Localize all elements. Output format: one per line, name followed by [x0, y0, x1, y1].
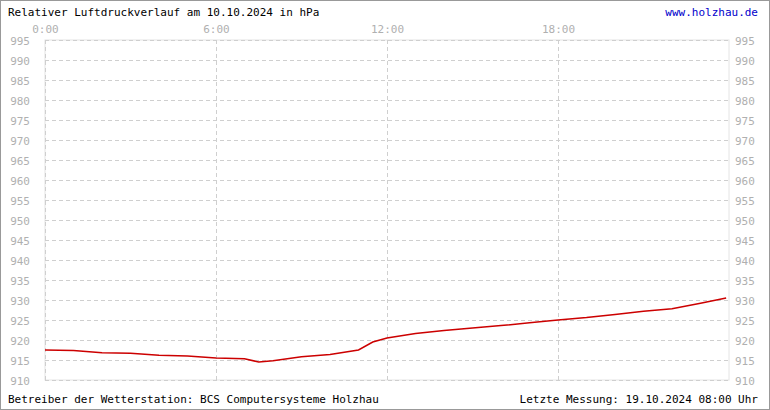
y-grid: [45, 80, 729, 81]
footer-left: Betreiber der Wetterstation: BCS Compute…: [8, 393, 379, 406]
y-grid: [45, 220, 729, 221]
y-tick-label: 915: [10, 355, 30, 368]
pressure-line: [45, 298, 726, 362]
y-tick-label-right: 960: [735, 175, 755, 188]
y-tick-label-right: 910: [735, 375, 755, 388]
y-tick-label-right: 935: [735, 275, 755, 288]
title: Relativer Luftdruckverlauf am 10.10.2024…: [8, 6, 319, 19]
y-tick-label-right: 925: [735, 315, 755, 328]
url: www.holzhau.de: [665, 6, 758, 19]
y-grid: [45, 380, 729, 381]
y-tick-label: 990: [10, 55, 30, 68]
y-tick-label-right: 950: [735, 215, 755, 228]
x-grid: [216, 40, 217, 380]
y-tick-label-right: 995: [735, 35, 755, 48]
x-tick-label: 18:00: [542, 23, 575, 36]
y-tick-label-right: 920: [735, 335, 755, 348]
y-tick-label: 950: [10, 215, 30, 228]
y-tick-label: 975: [10, 115, 30, 128]
y-tick-label: 940: [10, 255, 30, 268]
y-tick-label: 910: [10, 375, 30, 388]
y-tick-label: 955: [10, 195, 30, 208]
y-tick-label-right: 945: [735, 235, 755, 248]
y-tick-label: 925: [10, 315, 30, 328]
plot-frame: [45, 40, 729, 380]
x-grid: [387, 40, 388, 380]
y-tick-label: 970: [10, 135, 30, 148]
y-tick-label-right: 965: [735, 155, 755, 168]
y-grid: [45, 60, 729, 61]
chart: Relativer Luftdruckverlauf am 10.10.2024…: [0, 0, 770, 410]
y-grid: [45, 340, 729, 341]
y-grid: [45, 360, 729, 361]
y-tick-label: 980: [10, 95, 30, 108]
y-tick-label-right: 985: [735, 75, 755, 88]
y-grid: [45, 240, 729, 241]
y-tick-label: 995: [10, 35, 30, 48]
outer-frame: [1, 1, 770, 410]
y-tick-label: 945: [10, 235, 30, 248]
y-tick-label-right: 940: [735, 255, 755, 268]
x-tick-label: 0:00: [32, 23, 59, 36]
footer-right: Letzte Messung: 19.10.2024 08:00 Uhr: [520, 393, 759, 406]
y-grid: [45, 200, 729, 201]
y-tick-label-right: 975: [735, 115, 755, 128]
y-tick-label: 920: [10, 335, 30, 348]
y-tick-label: 965: [10, 155, 30, 168]
x-tick-label: 6:00: [203, 23, 230, 36]
y-tick-label-right: 990: [735, 55, 755, 68]
x-grid: [45, 40, 46, 380]
y-tick-label: 985: [10, 75, 30, 88]
y-tick-label-right: 970: [735, 135, 755, 148]
y-tick-label: 960: [10, 175, 30, 188]
plot-area: [45, 298, 726, 362]
y-tick-label: 930: [10, 295, 30, 308]
y-tick-label-right: 930: [735, 295, 755, 308]
y-tick-label-right: 955: [735, 195, 755, 208]
y-tick-label-right: 915: [735, 355, 755, 368]
x-grid: [558, 40, 559, 380]
x-tick-label: 12:00: [371, 23, 404, 36]
y-grid: [45, 100, 729, 101]
y-tick-label: 935: [10, 275, 30, 288]
y-tick-label-right: 980: [735, 95, 755, 108]
